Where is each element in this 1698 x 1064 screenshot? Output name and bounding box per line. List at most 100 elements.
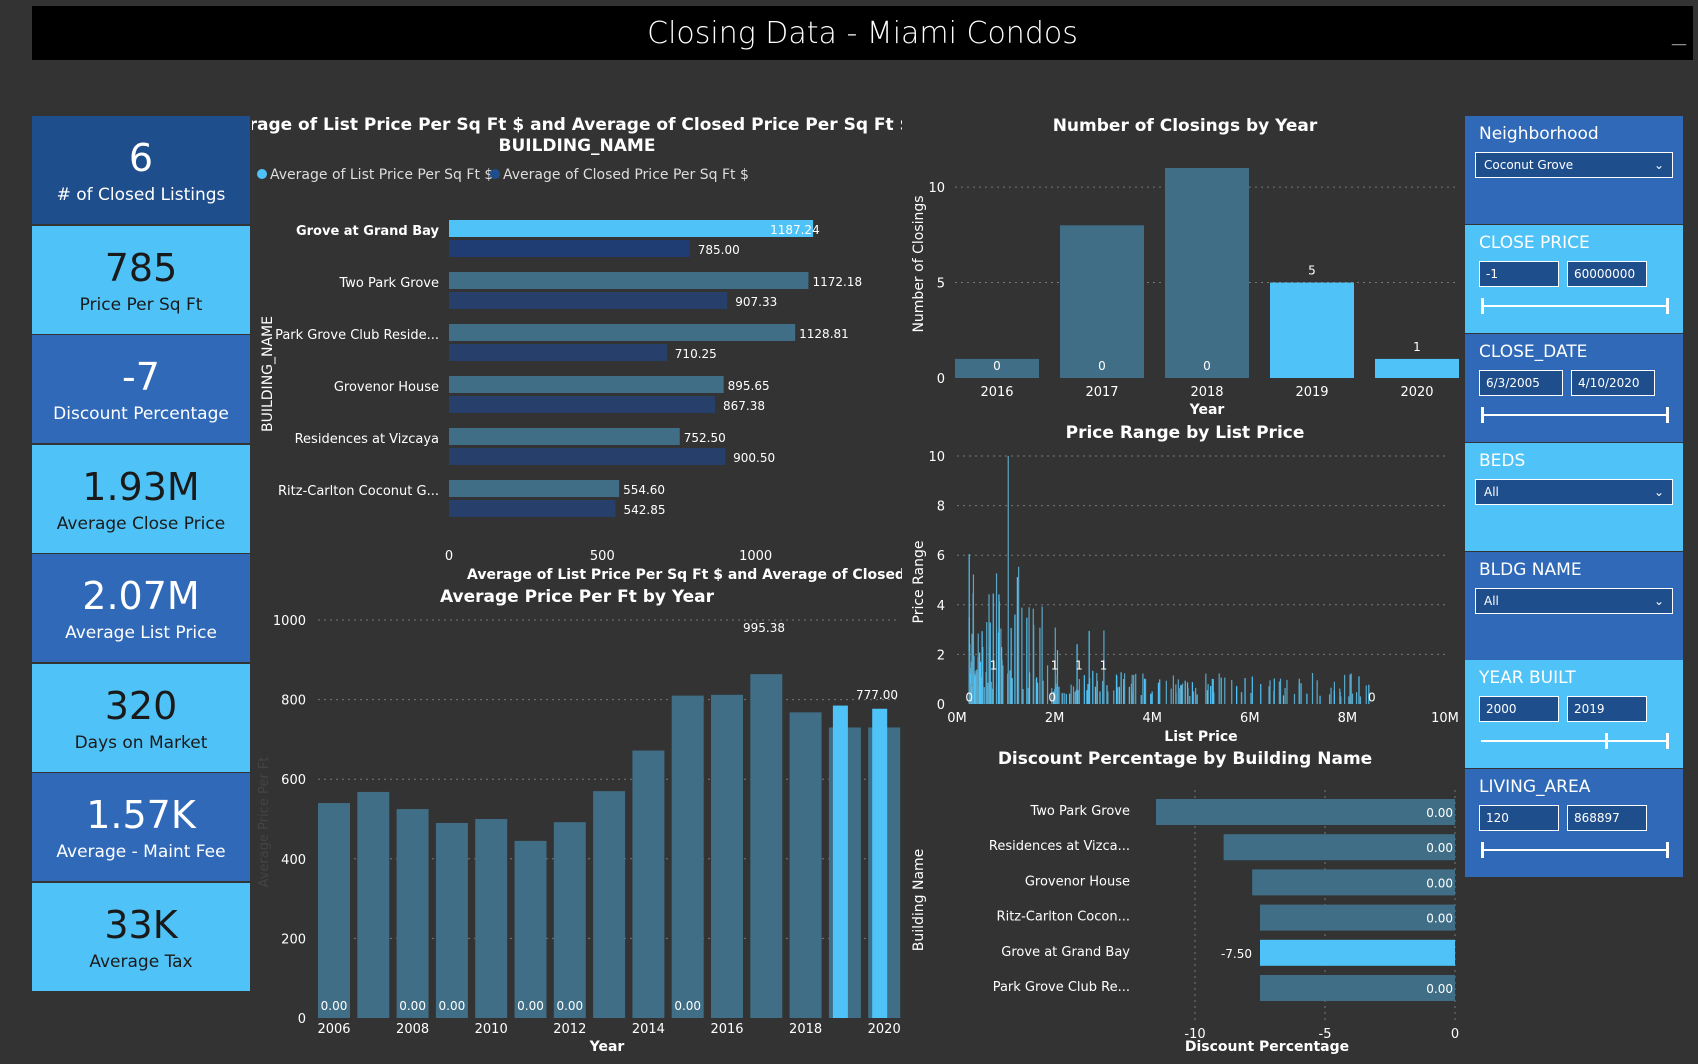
- bar-closed-price: [449, 500, 616, 517]
- bar-data-label: 1: [1075, 658, 1083, 672]
- close-date-max-input[interactable]: 4/10/2020: [1571, 370, 1655, 396]
- bar-data-label: 0: [993, 359, 1001, 373]
- bar-list-price: [449, 376, 724, 393]
- category-label: Park Grove Club Reside...: [275, 328, 439, 343]
- chart-title: Average of List Price Per Sq Ft $ and Av…: [252, 115, 902, 135]
- chevron-down-icon: ⌄: [1653, 158, 1664, 172]
- slicer-title: Neighborhood: [1479, 124, 1599, 144]
- bar-list-price: [449, 428, 680, 445]
- bar-closed-price: [449, 344, 667, 361]
- slider-handle-max[interactable]: [1666, 733, 1669, 749]
- slider-handle-min[interactable]: [1481, 407, 1484, 423]
- x-tick-label: 8M: [1338, 711, 1358, 726]
- beds-dropdown[interactable]: All ⌄: [1475, 479, 1673, 505]
- x-tick-label: 0: [445, 549, 453, 564]
- chart-title: BUILDING_NAME: [499, 136, 656, 156]
- close-price-min-input[interactable]: -1: [1479, 261, 1559, 287]
- y-tick-label: 5: [937, 277, 945, 292]
- x-tick-label: -10: [1184, 1027, 1205, 1042]
- chevron-down-icon: ⌄: [1653, 594, 1664, 608]
- slider-handle-max[interactable]: [1666, 298, 1669, 314]
- minimize-icon[interactable]: —: [1671, 34, 1687, 53]
- close-price-slider[interactable]: [1481, 298, 1669, 314]
- slider-handle-min[interactable]: [1605, 733, 1608, 749]
- beds-slicer: BEDS All ⌄: [1465, 443, 1683, 551]
- kpi-value: 1.57K: [86, 793, 196, 837]
- bar: [1060, 225, 1144, 378]
- category-label: Residences at Vizcaya: [295, 432, 439, 447]
- year-built-min-input[interactable]: 2000: [1479, 696, 1559, 722]
- year-built-slider[interactable]: [1481, 733, 1669, 749]
- bar: [553, 822, 586, 1018]
- x-axis-label: Discount Percentage: [1185, 1039, 1349, 1055]
- bar: [1165, 168, 1249, 378]
- living-area-max-input[interactable]: 868897: [1567, 805, 1647, 831]
- price-range-chart[interactable]: Price Range by List Price 0 2 4 6 8 10 Price Ra…: [905, 420, 1460, 750]
- bar: [750, 674, 783, 1018]
- bar-data-label: 1: [1051, 658, 1059, 672]
- close-date-min-input[interactable]: 6/3/2005: [1479, 370, 1563, 396]
- bar: [514, 840, 547, 1018]
- bar-data-label: 0: [1048, 691, 1056, 705]
- bar: [632, 750, 665, 1018]
- living-area-slider[interactable]: [1481, 842, 1669, 858]
- bar-data-label: 1128.81: [799, 327, 849, 341]
- x-tick-label: -5: [1319, 1027, 1332, 1042]
- close-date-slider[interactable]: [1481, 407, 1669, 423]
- bar: [357, 791, 390, 1018]
- bar: [955, 358, 1039, 378]
- kpi-card: 785 Price Per Sq Ft: [32, 225, 250, 334]
- year-built-max-input[interactable]: 2019: [1567, 696, 1647, 722]
- kpi-value: 2.07M: [82, 574, 200, 618]
- y-tick-label: 0: [937, 698, 945, 713]
- y-tick-label: 800: [281, 694, 306, 709]
- bldg-name-slicer: BLDG NAME All ⌄: [1465, 552, 1683, 660]
- x-tick-label: 2008: [396, 1022, 429, 1037]
- kpi-card: -7 Discount Percentage: [32, 335, 250, 443]
- bar-closed-price: [449, 396, 715, 413]
- close-price-slicer: CLOSE PRICE -1 60000000: [1465, 225, 1683, 333]
- bar: [789, 712, 822, 1018]
- category-label: Two Park Grove: [1029, 804, 1130, 819]
- bar-data-label: 1: [1100, 658, 1108, 672]
- x-tick-label: 2019: [1295, 385, 1328, 400]
- slider-handle-max[interactable]: [1666, 407, 1669, 423]
- slicer-title: BEDS: [1479, 451, 1526, 471]
- close-price-max-input[interactable]: 60000000: [1567, 261, 1647, 287]
- bar: [1252, 869, 1455, 896]
- closings-by-year-chart[interactable]: Number of Closings by Year 0 5 10 Number of …: [905, 112, 1460, 422]
- category-label: Ritz-Carlton Coconut G...: [278, 484, 439, 499]
- category-label: Grove at Grand Bay: [296, 224, 440, 239]
- bar-data-label: 1: [990, 658, 998, 672]
- neighborhood-dropdown[interactable]: Coconut Grove ⌄: [1475, 152, 1673, 178]
- neighborhood-slicer: Neighborhood Coconut Grove ⌄: [1465, 116, 1683, 224]
- bar-closed-price: [449, 448, 726, 465]
- kpi-label: # of Closed Listings: [56, 185, 226, 205]
- legend-label: Average of List Price Per Sq Ft $: [270, 167, 493, 183]
- slider-handle-min[interactable]: [1481, 842, 1484, 858]
- price-per-ft-by-year-chart[interactable]: Average Price Per Ft by Year 0 200 400 600 80…: [252, 582, 902, 1060]
- category-label: Grovenor House: [1025, 874, 1130, 889]
- dashboard-title: Closing Data - Miami Condos: [647, 15, 1078, 51]
- y-axis-label: BUILDING_NAME: [260, 316, 276, 432]
- bar: [1260, 975, 1455, 1001]
- slider-handle-max[interactable]: [1666, 842, 1669, 858]
- x-tick-label: 2M: [1045, 711, 1065, 726]
- living-area-slicer: LIVING_AREA 120 868897: [1465, 769, 1683, 877]
- building-price-chart[interactable]: Average of List Price Per Sq Ft $ and Av…: [213, 112, 941, 583]
- bldg-name-dropdown[interactable]: All ⌄: [1475, 588, 1673, 614]
- slider-handle-min[interactable]: [1481, 298, 1484, 314]
- bar-highlight: [872, 708, 888, 1018]
- dropdown-value: All: [1484, 594, 1499, 608]
- bar: [1260, 939, 1455, 966]
- kpi-value: 320: [104, 683, 178, 728]
- bar-data-label: 785.00: [698, 243, 740, 257]
- bar: [475, 819, 508, 1018]
- kpi-card: 320 Days on Market: [32, 663, 250, 772]
- living-area-min-input[interactable]: 120: [1479, 805, 1559, 831]
- x-axis-label: Year: [589, 1039, 625, 1055]
- bar-data-label: 0.00: [1426, 841, 1453, 855]
- category-label: Two Park Grove: [338, 276, 439, 291]
- kpi-value: 785: [104, 245, 178, 290]
- discount-by-building-chart[interactable]: Discount Percentage by Building Name -10 -…: [905, 745, 1460, 1060]
